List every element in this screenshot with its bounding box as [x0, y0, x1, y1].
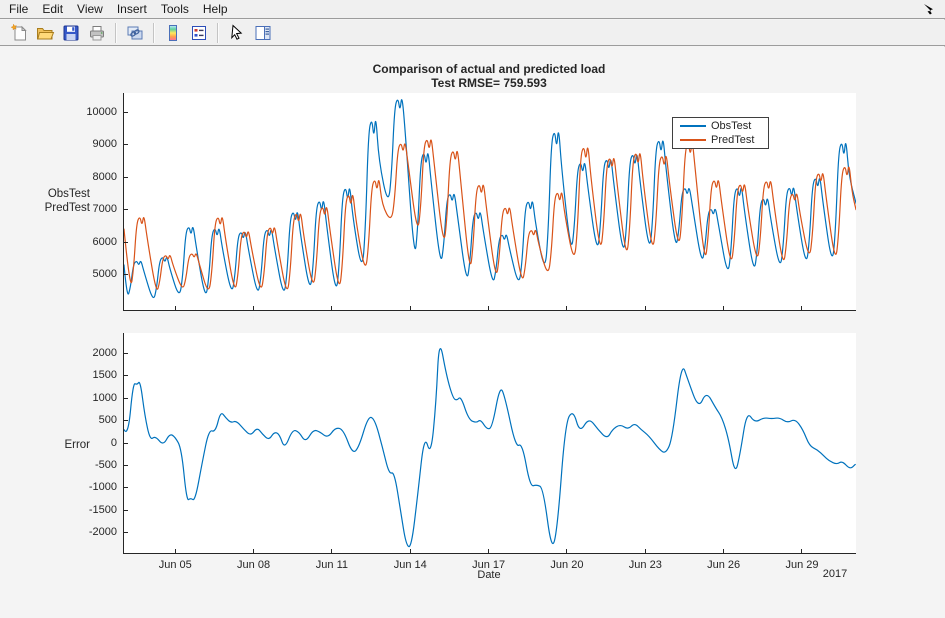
y-tick-label: 9000 — [61, 138, 117, 150]
chart-subtitle: Test RMSE= 759.593 — [123, 76, 855, 90]
menu-file[interactable]: File — [2, 1, 35, 18]
x-tick-mark — [175, 549, 176, 553]
x-tick-mark — [566, 306, 567, 310]
save-icon[interactable] — [61, 23, 81, 43]
x-tick-mark — [253, 549, 254, 553]
menu-tools[interactable]: Tools — [154, 1, 196, 18]
menu-edit[interactable]: Edit — [35, 1, 70, 18]
x-tick-label: Jun 05 — [145, 559, 205, 571]
y-tick-mark — [124, 274, 128, 275]
legend-line-predtest — [680, 139, 706, 141]
print-icon[interactable] — [87, 23, 107, 43]
legend[interactable]: ObsTest PredTest — [672, 117, 769, 149]
x-tick-mark — [801, 306, 802, 310]
x-tick-label: Jun 08 — [224, 559, 284, 571]
y-tick-label: 500 — [61, 414, 117, 426]
chart-title-block: Comparison of actual and predicted load … — [123, 62, 855, 90]
y-tick-label: -2000 — [61, 526, 117, 538]
y-tick-mark — [124, 465, 128, 466]
x-tick-label: Jun 29 — [772, 559, 832, 571]
legend-label-predtest: PredTest — [711, 134, 754, 146]
x-tick-label: Jun 20 — [537, 559, 597, 571]
axes-error[interactable] — [123, 333, 856, 554]
y-tick-label: 2000 — [61, 347, 117, 359]
y-tick-label: -1500 — [61, 504, 117, 516]
toolbar-separator — [115, 23, 117, 43]
y-tick-label: 6000 — [61, 236, 117, 248]
y-tick-label: 0 — [61, 437, 117, 449]
y-tick-label: 1500 — [61, 369, 117, 381]
menu-view[interactable]: View — [70, 1, 110, 18]
x-tick-mark — [331, 549, 332, 553]
y-tick-mark — [124, 353, 128, 354]
toolbar-separator — [153, 23, 155, 43]
y-tick-mark — [124, 112, 128, 113]
y-tick-label: 5000 — [61, 268, 117, 280]
error-series-canvas[interactable] — [124, 333, 856, 553]
y-tick-mark — [124, 510, 128, 511]
legend-entry-predtest: PredTest — [673, 133, 768, 146]
figure-window: File Edit View Insert Tools Help — [0, 0, 945, 618]
x-tick-mark — [801, 549, 802, 553]
chart-title: Comparison of actual and predicted load — [123, 62, 855, 76]
new-figure-icon[interactable] — [9, 23, 29, 43]
y-tick-mark — [124, 242, 128, 243]
y-tick-label: -500 — [61, 459, 117, 471]
menu-help[interactable]: Help — [196, 1, 235, 18]
y-tick-label: 8000 — [61, 171, 117, 183]
y-tick-mark — [124, 144, 128, 145]
x-tick-mark — [175, 306, 176, 310]
x-tick-mark — [645, 549, 646, 553]
x-tick-mark — [645, 306, 646, 310]
x-tick-label: Jun 11 — [302, 559, 362, 571]
figure-area: Comparison of actual and predicted load … — [0, 47, 945, 618]
x-tick-mark — [566, 549, 567, 553]
plot-browser-icon[interactable] — [253, 23, 273, 43]
x-tick-label: Jun 23 — [615, 559, 675, 571]
x-tick-label: Jun 17 — [459, 559, 519, 571]
y-tick-mark — [124, 209, 128, 210]
x-tick-mark — [723, 306, 724, 310]
open-icon[interactable] — [35, 23, 55, 43]
x-tick-mark — [410, 549, 411, 553]
menu-insert[interactable]: Insert — [110, 1, 154, 18]
y-tick-mark — [124, 443, 128, 444]
menubar: File Edit View Insert Tools Help — [0, 0, 945, 19]
mouse-cursor — [921, 1, 937, 17]
y-tick-mark — [124, 420, 128, 421]
x-tick-mark — [488, 549, 489, 553]
x-tick-mark — [723, 549, 724, 553]
y-tick-mark — [124, 487, 128, 488]
y-tick-label: -1000 — [61, 481, 117, 493]
y-tick-label: 10000 — [61, 106, 117, 118]
y-tick-mark — [124, 375, 128, 376]
x-tick-label: Jun 26 — [694, 559, 754, 571]
legend-entry-obstest: ObsTest — [673, 120, 768, 133]
toolbar-separator — [217, 23, 219, 43]
x-tick-mark — [488, 306, 489, 310]
y-tick-mark — [124, 177, 128, 178]
legend-label-obstest: ObsTest — [711, 120, 751, 132]
x-tick-mark — [410, 306, 411, 310]
x-tick-mark — [253, 306, 254, 310]
pointer-icon[interactable] — [227, 23, 247, 43]
y-tick-label: 7000 — [61, 203, 117, 215]
figure-toolbar — [0, 20, 945, 46]
link-axes-icon[interactable] — [125, 23, 145, 43]
x-tick-label: Jun 14 — [380, 559, 440, 571]
legend-toggle-icon[interactable] — [189, 23, 209, 43]
y-tick-mark — [124, 532, 128, 533]
y-tick-mark — [124, 398, 128, 399]
x-tick-mark — [331, 306, 332, 310]
y-tick-label: 1000 — [61, 392, 117, 404]
yaxis-label-obstest: ObsTest — [18, 187, 90, 201]
colorbar-icon[interactable] — [163, 23, 183, 43]
legend-line-obstest — [680, 125, 706, 127]
